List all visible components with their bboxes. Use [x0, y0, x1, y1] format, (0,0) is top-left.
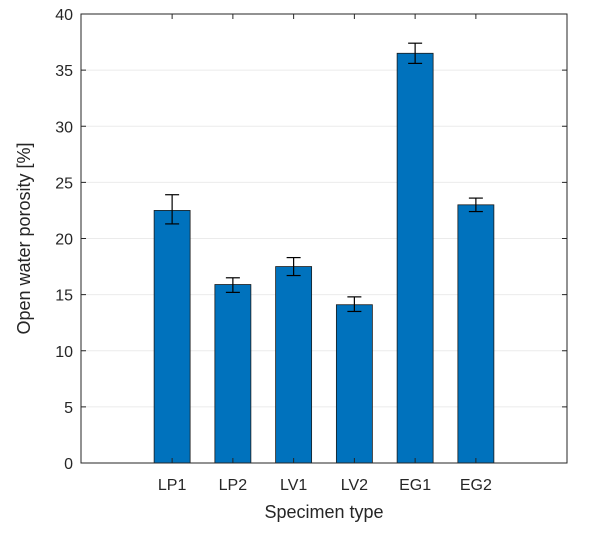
bar-lv2: [335, 304, 373, 464]
x-axis-label: Specimen type: [264, 502, 383, 522]
error-bar-eg1: [408, 42, 423, 64]
error-bar-lv1: [286, 256, 301, 277]
x-tick-label: LV1: [280, 477, 307, 494]
error-bar-lp2: [225, 277, 240, 293]
x-tick-label: EG1: [399, 477, 431, 494]
y-axis-label: Open water porosity [%]: [14, 142, 34, 334]
bar-eg2: [457, 204, 495, 464]
x-tick-label: LP2: [219, 477, 248, 494]
axes: [80, 13, 568, 464]
error-bar-eg2: [468, 197, 483, 213]
bar-eg1: [396, 52, 434, 464]
y-tick-label: 5: [64, 400, 73, 417]
y-tick-label: 20: [55, 232, 73, 249]
y-tick-label: 40: [55, 7, 73, 24]
error-bar-lp1: [165, 194, 180, 225]
bar-lp2: [214, 284, 252, 464]
tick-labels: 0 5 10 15 20 25 30 35 40 LP1 LP2 LV1 LV2 EG1 EG2: [55, 7, 492, 494]
y-tick-label: 25: [55, 175, 73, 192]
y-tick-label: 30: [55, 119, 73, 136]
error-bar-lv2: [347, 296, 362, 313]
y-tick-label: 10: [55, 344, 73, 361]
bar-lv1: [275, 266, 313, 464]
x-tick-label: LP1: [158, 477, 187, 494]
y-tick-label: 15: [55, 288, 73, 305]
bars: [153, 52, 495, 464]
x-tick-label: EG2: [460, 477, 492, 494]
bar-lp1: [153, 210, 191, 464]
y-tick-label: 0: [64, 456, 73, 473]
y-tick-label: 35: [55, 63, 73, 80]
error-bars: [165, 42, 483, 313]
x-tick-label: LV2: [341, 477, 368, 494]
